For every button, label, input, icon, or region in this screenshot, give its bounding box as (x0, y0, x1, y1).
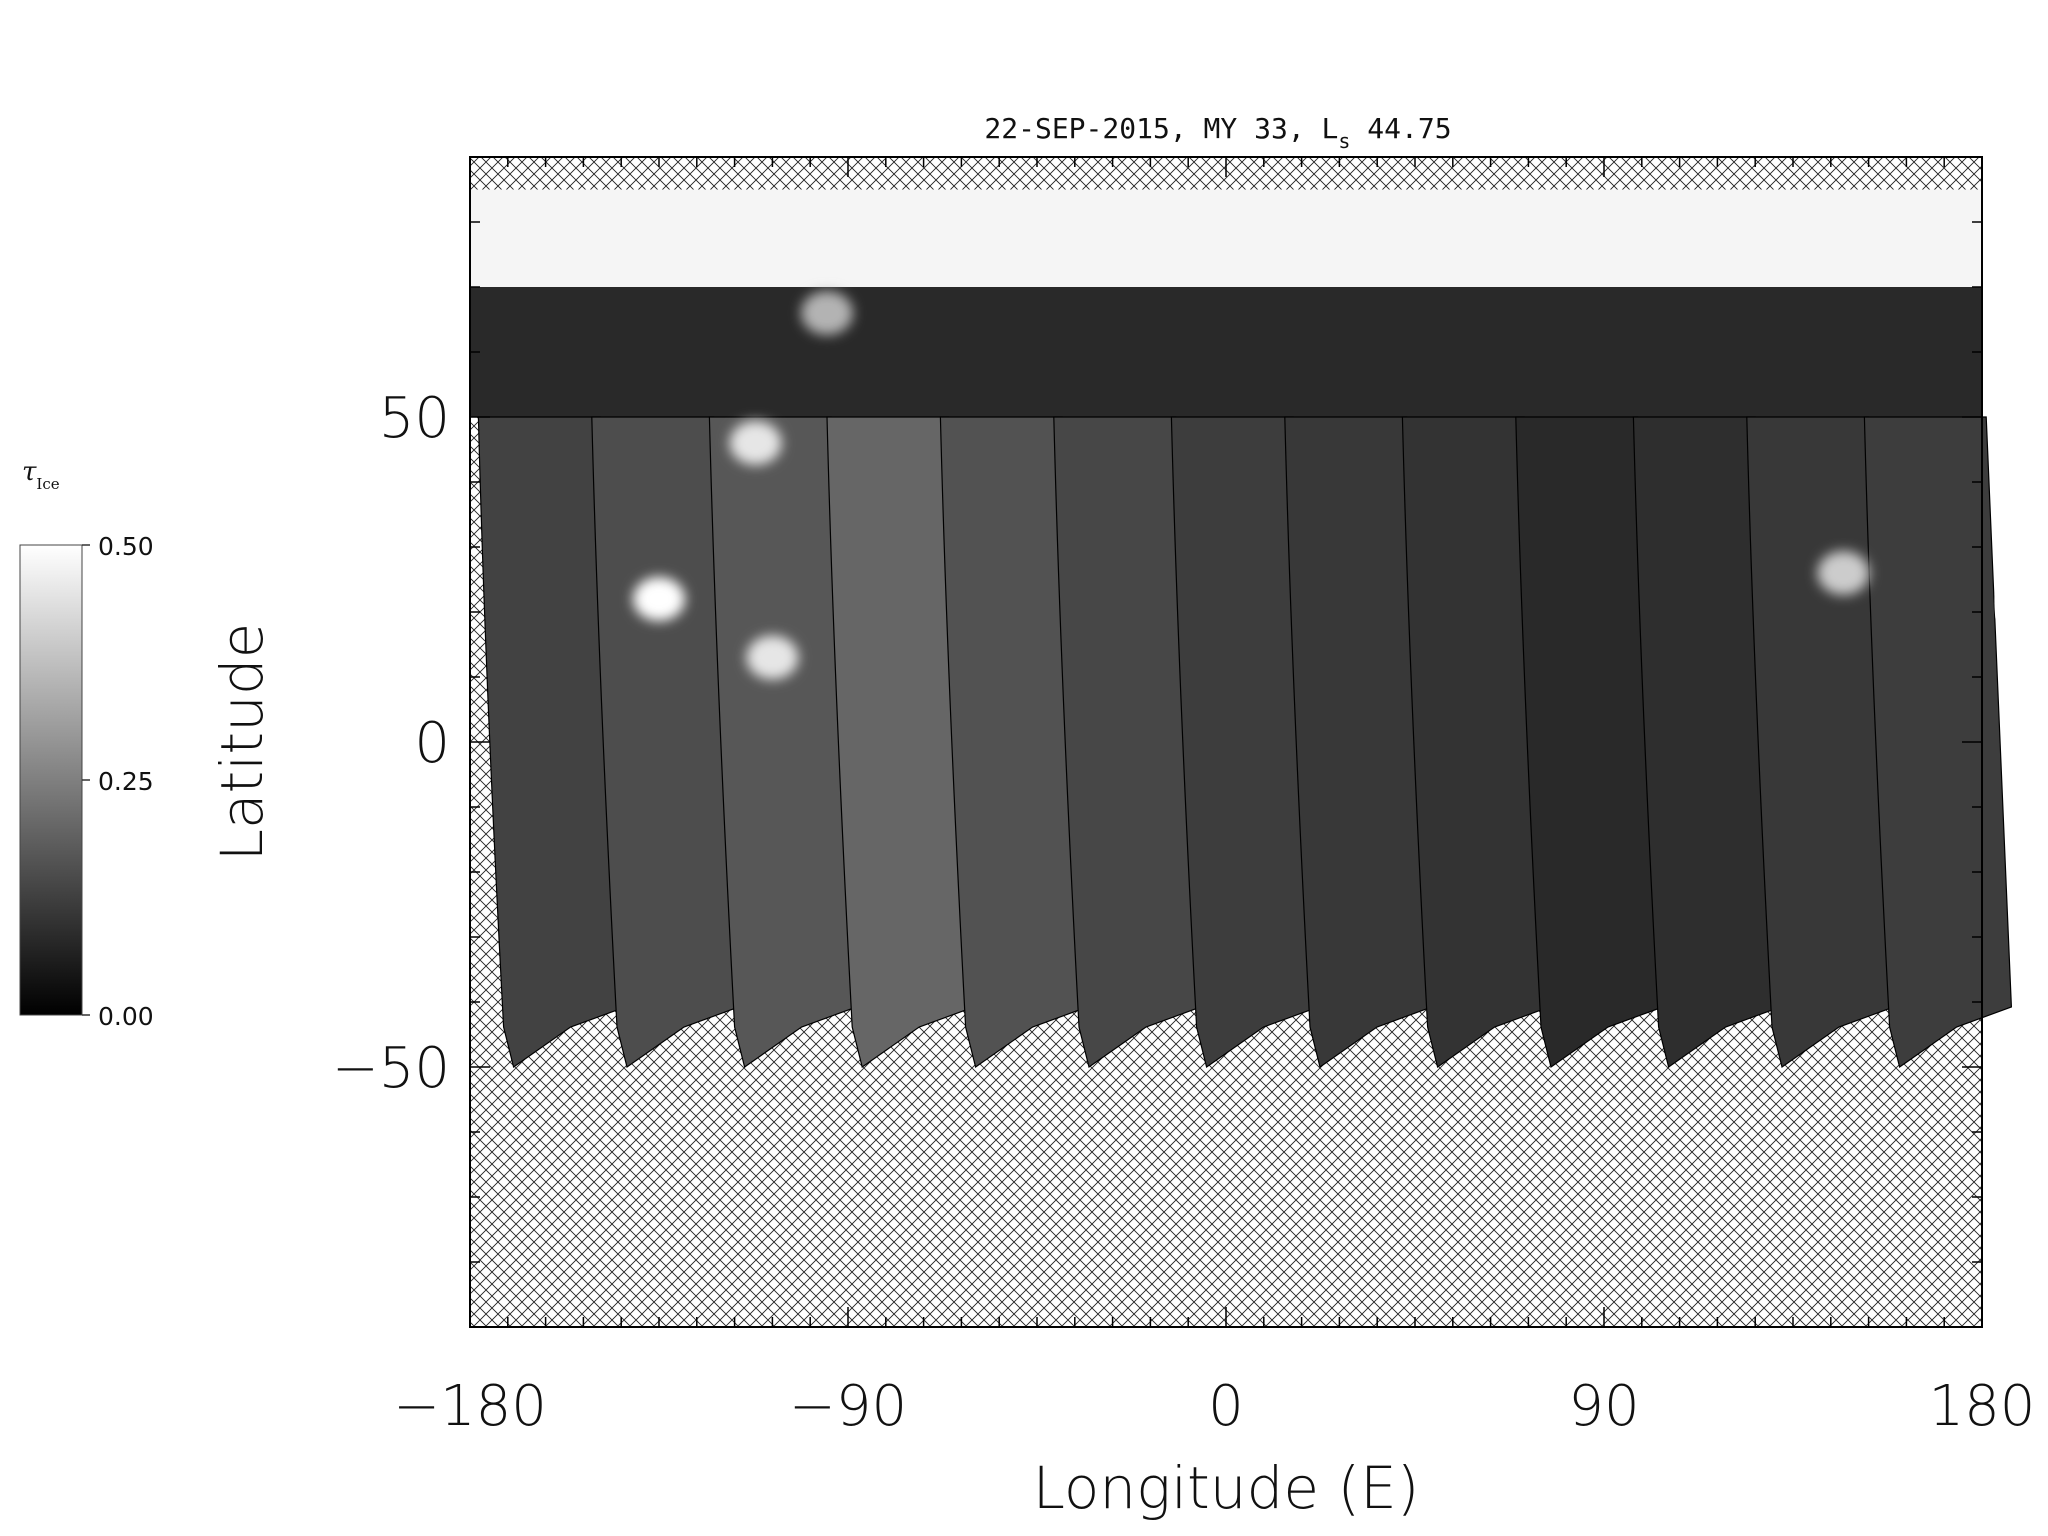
y-axis-title: Latitude (208, 623, 276, 862)
colorbar-label: τIce (22, 457, 60, 493)
plot-area (469, 156, 2013, 1328)
y-tick-label: 50 (379, 386, 450, 451)
cloud-feature (633, 577, 685, 621)
northern-coverage (470, 287, 1982, 417)
x-tick-label: −180 (393, 1374, 547, 1439)
cloud-feature (801, 291, 853, 335)
tick-marks (469, 156, 1983, 1328)
cloud-feature (729, 421, 782, 465)
x-tick-label: −90 (789, 1374, 907, 1439)
y-tick-label: 0 (414, 711, 450, 776)
x-tick-label: 90 (1568, 1374, 1639, 1439)
chart-title: 22-SEP-2015, MY 33, Ls 44.75 (984, 112, 1451, 153)
cloud-feature (746, 635, 799, 680)
y-tick-label: −50 (332, 1036, 450, 1101)
x-axis: −180 −90 0 90 180 Longitude (E) (393, 1374, 2035, 1522)
y-axis: −50 0 50 Latitude (208, 386, 450, 1101)
swath (1863, 416, 2013, 1068)
colorbar-tick-label: 0.00 (98, 1002, 154, 1031)
x-axis-title: Longitude (E) (1033, 1454, 1420, 1522)
polar-cap (470, 189, 1982, 287)
x-tick-label: 180 (1929, 1374, 2036, 1439)
cloud-feature (1817, 551, 1870, 595)
colorbar-tick-label: 0.50 (98, 532, 154, 561)
colorbar-gradient (19, 544, 83, 1016)
swath-gap (1994, 573, 2001, 625)
colorbar-tick-label: 0.25 (98, 767, 154, 796)
colorbar: τIce 0.50 0.25 0.00 (19, 457, 154, 1031)
x-tick-label: 0 (1208, 1374, 1244, 1439)
